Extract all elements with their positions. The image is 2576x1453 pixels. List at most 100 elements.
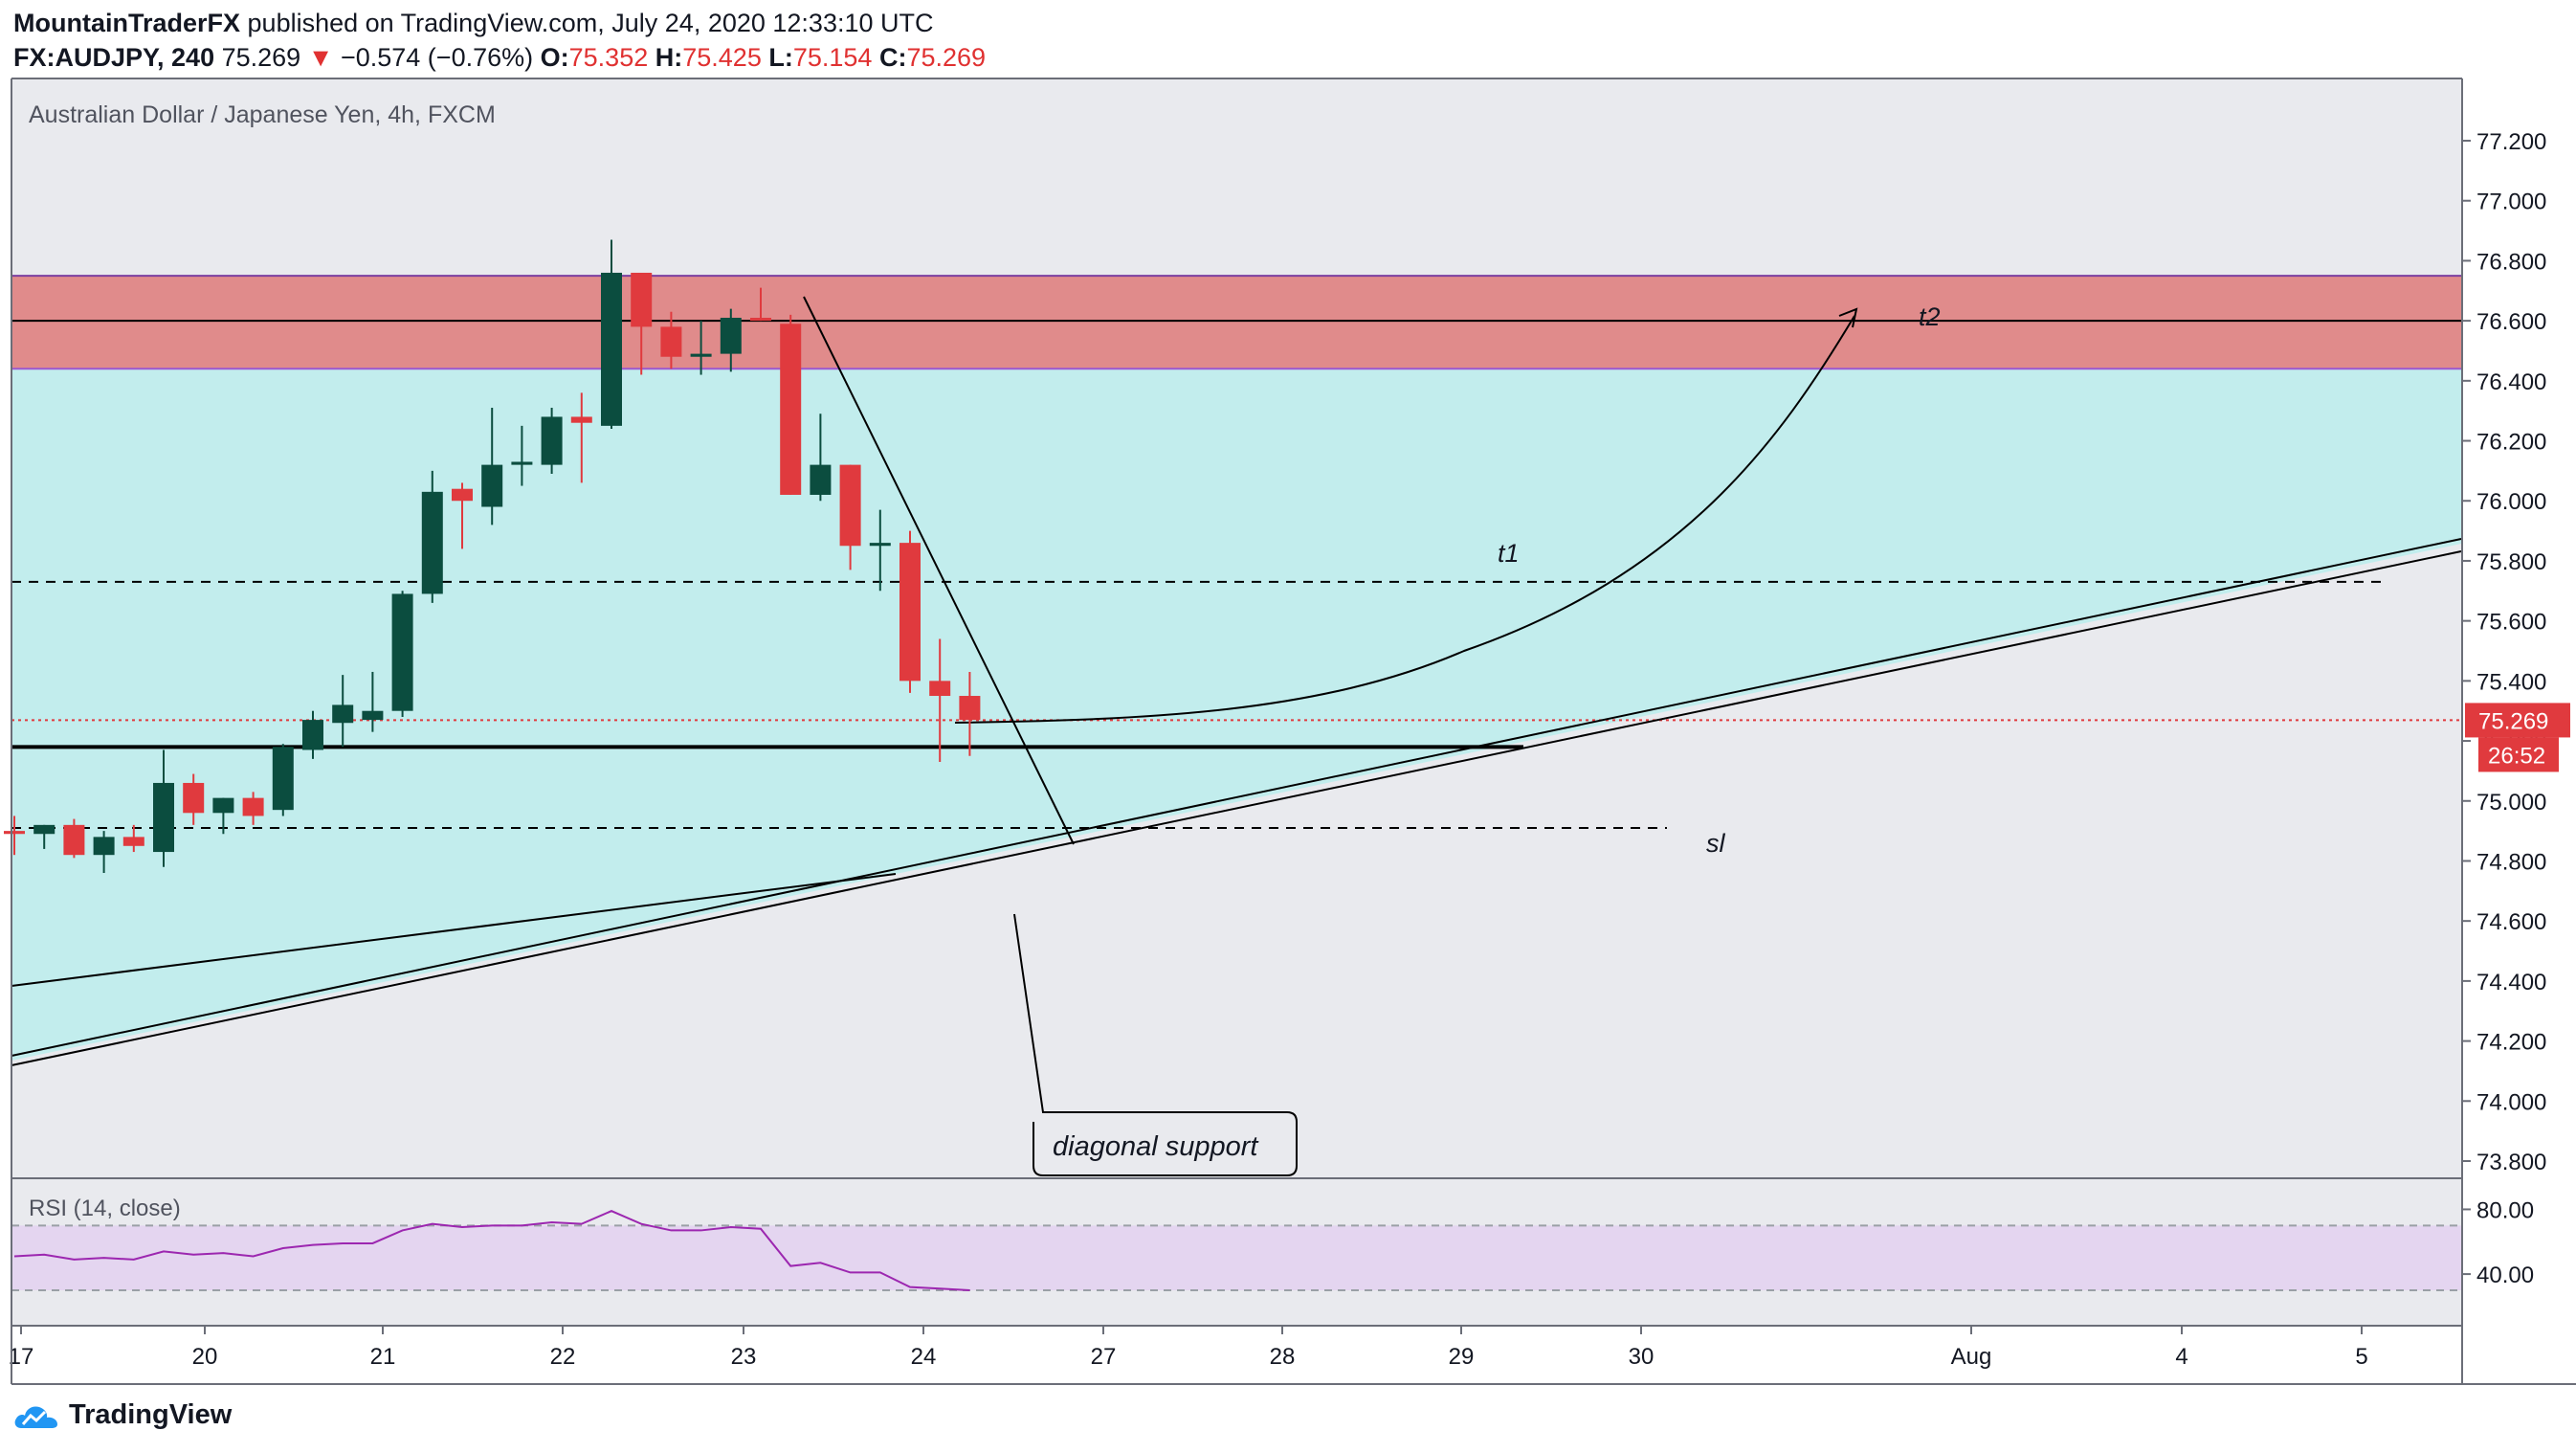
rsi-label: RSI (14, close) bbox=[29, 1196, 181, 1221]
low-label: L: bbox=[768, 43, 793, 72]
chart-header: MountainTraderFX published on TradingVie… bbox=[13, 6, 986, 75]
time-axis-tick-label: 5 bbox=[2355, 1344, 2367, 1370]
bullish-candle[interactable] bbox=[511, 461, 533, 465]
price-axis-tick-label: 75.000 bbox=[2476, 790, 2546, 816]
bearish-candle[interactable] bbox=[750, 317, 771, 322]
descending-trend-line[interactable] bbox=[803, 296, 1075, 845]
bullish-candle[interactable] bbox=[601, 272, 622, 426]
bullish-candle[interactable] bbox=[93, 837, 115, 856]
price-axis-tick-label: 76.400 bbox=[2476, 369, 2546, 395]
bearish-candle[interactable] bbox=[242, 797, 264, 816]
close-value: 75.269 bbox=[906, 43, 987, 72]
bearish-candle[interactable] bbox=[929, 681, 951, 697]
bearish-candle[interactable] bbox=[899, 543, 921, 682]
current-price-label-box[interactable] bbox=[2465, 703, 2570, 738]
time-axis-tick-label: 30 bbox=[1629, 1344, 1654, 1370]
rsi-axis-tick-label: 80.00 bbox=[2476, 1197, 2534, 1223]
bearish-candle[interactable] bbox=[959, 696, 981, 721]
time-axis-tick-label: 23 bbox=[731, 1344, 757, 1370]
time-axis-tick-label: 29 bbox=[1449, 1344, 1475, 1370]
arrow-head-icon bbox=[1838, 307, 1858, 328]
bullish-candle[interactable] bbox=[153, 782, 174, 853]
price-axis-tick-label: 73.800 bbox=[2476, 1150, 2546, 1175]
time-axis-tick-label: 4 bbox=[2175, 1344, 2187, 1370]
bearish-candle[interactable] bbox=[4, 831, 25, 835]
bullish-candle[interactable] bbox=[212, 797, 234, 814]
price-axis-tick-label: 76.800 bbox=[2476, 249, 2546, 275]
t2-label: t2 bbox=[1919, 302, 1941, 331]
bullish-candle[interactable] bbox=[362, 710, 384, 721]
chart-title: Australian Dollar / Japanese Yen, 4h, FX… bbox=[29, 101, 496, 128]
bullish-candle[interactable] bbox=[302, 720, 323, 750]
price-axis[interactable] bbox=[2463, 78, 2576, 1325]
t1-label: t1 bbox=[1498, 539, 1520, 568]
resistance-zone[interactable] bbox=[11, 276, 2461, 369]
time-axis-tick-label: 24 bbox=[911, 1344, 937, 1370]
price-axis-tick-label: 74.000 bbox=[2476, 1089, 2546, 1115]
bullish-candle[interactable] bbox=[421, 491, 443, 594]
price-axis-tick-label: 74.400 bbox=[2476, 970, 2546, 995]
bullish-candle[interactable] bbox=[690, 353, 712, 357]
tradingview-cloud-icon bbox=[14, 1405, 58, 1428]
rsi-line[interactable] bbox=[13, 1210, 970, 1291]
bullish-candle[interactable] bbox=[869, 543, 891, 547]
bullish-candle[interactable] bbox=[541, 416, 563, 465]
published-text: published on TradingView.com, July 24, 2… bbox=[247, 9, 934, 37]
bullish-candle[interactable] bbox=[332, 704, 354, 724]
lower-trend-line[interactable] bbox=[11, 873, 897, 987]
publish-line: MountainTraderFX published on TradingVie… bbox=[13, 6, 986, 40]
price-axis-tick-label: 74.800 bbox=[2476, 849, 2546, 875]
cyan-range-zone[interactable] bbox=[11, 369, 2461, 1061]
price-axis-tick-label: 75.600 bbox=[2476, 610, 2546, 636]
time-axis[interactable] bbox=[11, 1327, 2576, 1384]
price-change: −0.574 (−0.76%) bbox=[340, 43, 534, 72]
open-label: O: bbox=[540, 43, 569, 72]
time-axis-tick-label: 22 bbox=[550, 1344, 576, 1370]
current-price-label: 75.269 bbox=[2478, 708, 2548, 734]
down-arrow-icon: ▼ bbox=[307, 43, 334, 72]
price-axis-tick-label: 77.200 bbox=[2476, 129, 2546, 155]
bearish-candle[interactable] bbox=[660, 326, 682, 357]
time-axis-tick-label: 21 bbox=[370, 1344, 396, 1370]
channel-line-lower[interactable] bbox=[11, 550, 2462, 1066]
open-value: 75.352 bbox=[568, 43, 649, 72]
bearish-candle[interactable] bbox=[839, 464, 861, 547]
price-axis-tick-label: 76.600 bbox=[2476, 309, 2546, 335]
bullish-candle[interactable] bbox=[391, 593, 413, 711]
price-axis-tick-label: 74.600 bbox=[2476, 909, 2546, 935]
callout-box[interactable] bbox=[1013, 913, 1298, 1176]
symbol-label: FX:AUDJPY, 240 bbox=[13, 43, 215, 72]
high-value: 75.425 bbox=[682, 43, 762, 72]
bullish-candle[interactable] bbox=[810, 464, 832, 495]
countdown-label: 26:52 bbox=[2488, 743, 2545, 769]
author-name[interactable]: MountainTraderFX bbox=[13, 9, 241, 37]
channel-line-upper[interactable] bbox=[11, 538, 2462, 1057]
bearish-candle[interactable] bbox=[452, 488, 473, 502]
footer-brand[interactable]: TradingView bbox=[13, 1399, 232, 1431]
bearish-candle[interactable] bbox=[780, 324, 802, 495]
projection-arc[interactable] bbox=[954, 315, 1855, 724]
time-axis-tick-label: 28 bbox=[1270, 1344, 1296, 1370]
time-axis-tick-label: 17 bbox=[9, 1344, 34, 1370]
time-axis-tick-label: 20 bbox=[192, 1344, 218, 1370]
price-axis-tick-label: 75.800 bbox=[2476, 549, 2546, 575]
bullish-candle[interactable] bbox=[272, 747, 294, 811]
bullish-candle[interactable] bbox=[720, 317, 742, 354]
time-axis-tick-label: 27 bbox=[1091, 1344, 1117, 1370]
bearish-candle[interactable] bbox=[63, 824, 85, 856]
callout-label: diagonal support bbox=[1053, 1131, 1259, 1162]
rsi-band bbox=[11, 1225, 2461, 1290]
sl-label: sl bbox=[1706, 829, 1726, 858]
bullish-candle[interactable] bbox=[481, 464, 503, 507]
price-axis-tick-label: 76.200 bbox=[2476, 430, 2546, 456]
bearish-candle[interactable] bbox=[183, 782, 205, 814]
bearish-candle[interactable] bbox=[631, 272, 653, 327]
bearish-candle[interactable] bbox=[122, 837, 144, 846]
ohlc-line: FX:AUDJPY, 240 75.269 ▼ −0.574 (−0.76%) … bbox=[13, 40, 986, 75]
price-axis-tick-label: 76.000 bbox=[2476, 489, 2546, 515]
bullish-candle[interactable] bbox=[33, 824, 56, 835]
bearish-candle[interactable] bbox=[570, 416, 592, 423]
price-axis-tick-label: 75.400 bbox=[2476, 669, 2546, 695]
close-label: C: bbox=[878, 43, 907, 72]
